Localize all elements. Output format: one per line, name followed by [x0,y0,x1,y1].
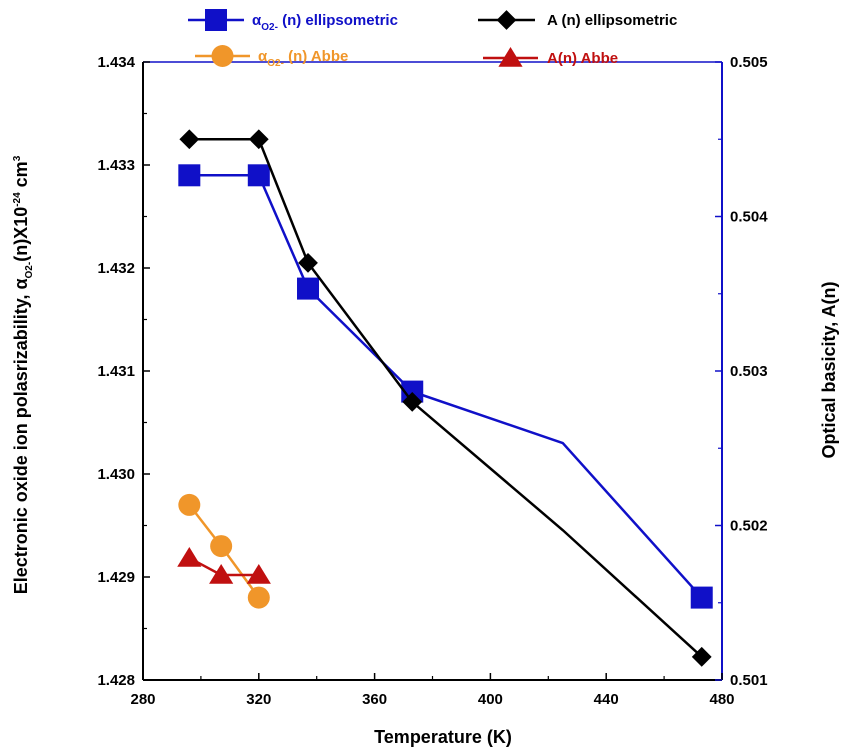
legend: αO2- (n) ellipsometric αO2- (n) Abbe A (n)… [188,9,677,69]
x-axis-title: Temperature (K) [374,727,512,747]
data-point [402,392,423,412]
x-tick-label: 480 [709,691,734,708]
legend-marker [496,10,517,30]
data-point [401,380,424,403]
y-left-tick-label: 1.429 [97,569,135,586]
data-point [248,129,269,150]
data-point [690,586,713,609]
data-point [178,493,201,516]
y-left-tick-label: 1.430 [97,466,135,483]
y-right-tick-label: 0.502 [730,518,768,535]
data-point [247,164,270,187]
data-point [209,563,234,584]
x-tick-label: 280 [130,691,155,708]
y-left-title-tail: cm [11,161,31,192]
y-left-axis-ticks: 1.428 1.429 1.430 1.431 1.432 1.433 1.434 [97,54,150,689]
y-right-axis-ticks: 0.501 0.502 0.503 0.504 0.505 [715,54,768,689]
y-left-tick-label: 1.428 [97,672,135,689]
x-tick-label: 360 [362,691,387,708]
y-right-tick-label: 0.505 [730,54,768,71]
data-point [178,164,201,187]
legend-label: αO2- (n) ellipsometric [252,12,398,33]
series-triangle [177,546,271,584]
series-line [189,138,703,658]
data-point [298,252,318,273]
data-point [691,646,712,667]
y-right-tick-label: 0.503 [730,363,768,380]
x-tick-label: 320 [246,691,271,708]
legend-marker [498,47,523,67]
y-left-title-mid: (n)X10 [11,207,31,262]
data-point [297,277,320,300]
series-diamond [179,129,712,667]
y-right-tick-label: 0.504 [730,209,768,226]
y-left-title-main: Electronic oxide ion polasrizability, α [11,278,31,594]
plot-frame [142,61,723,681]
data-point [210,535,233,558]
data-point [246,563,271,584]
data-point [177,546,202,567]
y-left-axis-title: Electronic oxide ion polasrizability, αO… [11,155,35,594]
series-layer [177,129,713,667]
legend-entry: A (n) ellipsometric [478,10,677,30]
x-tick-label: 400 [478,691,503,708]
legend-entry: αO2- (n) ellipsometric [188,9,398,33]
data-point [179,129,200,150]
legend-marker [211,45,234,67]
x-axis-ticks: 280 320 360 400 440 480 [130,673,735,708]
legend-label: A(n) Abbe [547,50,618,67]
y-right-axis-title: Optical basicity, A(n) [819,281,839,458]
series-square [178,164,713,609]
y-left-tick-label: 1.431 [97,363,135,380]
y-left-tick-label: 1.433 [97,157,135,174]
legend-label: A (n) ellipsometric [547,12,677,29]
legend-entry: A(n) Abbe [483,47,618,67]
legend-label: αO2- (n) Abbe [258,48,348,69]
series-circle [178,493,270,609]
x-tick-label: 440 [594,691,619,708]
y-right-tick-label: 0.501 [730,672,768,689]
y-left-tick-label: 1.434 [97,54,135,71]
data-point [247,586,270,609]
y-left-title-sub: O2- [24,262,35,279]
series-line [189,174,703,599]
y-left-tick-label: 1.432 [97,260,135,277]
y-left-title-sup: -24 [12,192,23,207]
legend-entry: αO2- (n) Abbe [195,45,348,69]
y-left-title-sup2: 3 [12,155,23,161]
legend-marker [205,9,227,31]
